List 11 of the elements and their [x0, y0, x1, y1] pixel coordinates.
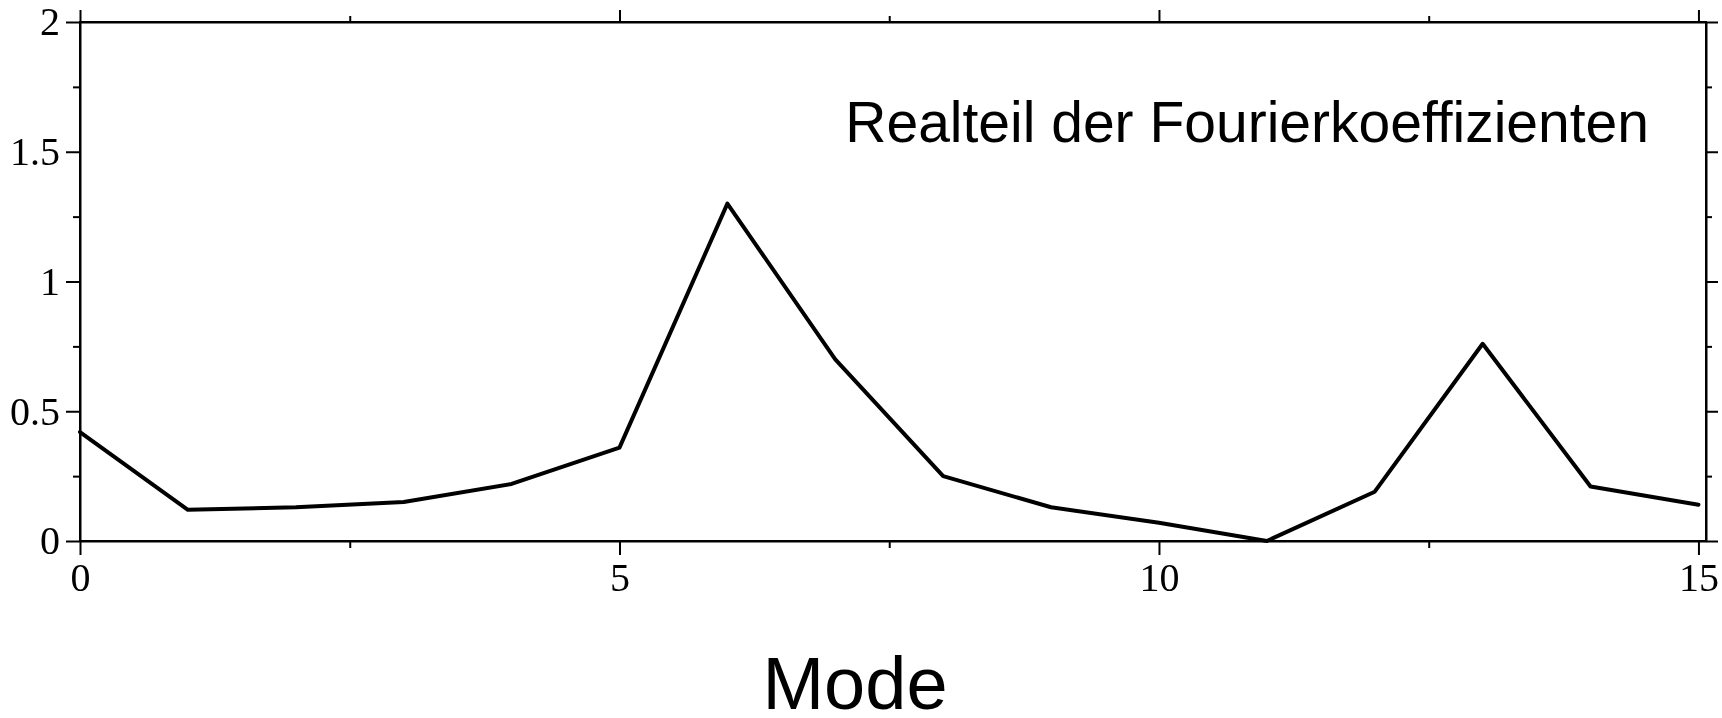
y-tick-label: 2: [40, 0, 60, 45]
x-tick-label: 15: [1678, 555, 1719, 601]
x-axis-title: Mode: [762, 642, 948, 718]
y-tick-label: 1.5: [10, 129, 60, 175]
y-tick-label: 1: [40, 258, 60, 304]
x-tick-label: 0: [70, 555, 91, 601]
x-tick-label: 5: [609, 555, 630, 601]
x-tick-label: 10: [1139, 555, 1180, 601]
y-tick-label: 0: [40, 518, 60, 564]
text: Realteil der Fourierkoeffizienten: [845, 90, 1649, 154]
y-tick-label: 0.5: [10, 388, 60, 434]
